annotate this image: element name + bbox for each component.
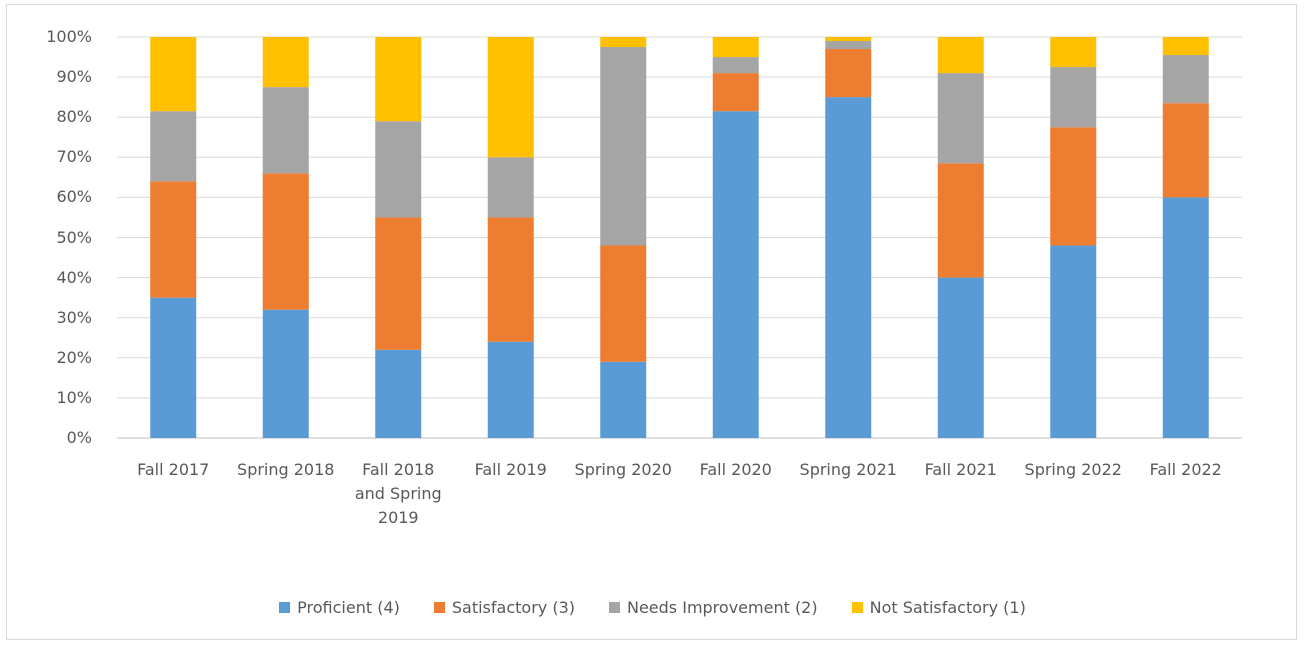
bar-segment [825, 49, 872, 98]
bar-segment [600, 37, 647, 48]
bar-segment [150, 111, 197, 182]
y-tick-label: 40% [56, 267, 92, 287]
bar-segment [937, 73, 984, 164]
bar-segment [600, 47, 647, 246]
x-tick-label: Fall 2018 and Spring 2019 [354, 460, 442, 527]
bar-segment [712, 73, 759, 112]
bar-segment [375, 217, 422, 350]
legend-label: Needs Improvement (2) [626, 598, 818, 617]
bar-segment [1162, 103, 1209, 198]
bar-segment [1162, 197, 1209, 438]
bar-segment [600, 245, 647, 362]
legend: Proficient (4) Satisfactory (3) Needs Impr… [0, 598, 1305, 617]
legend-label: Proficient (4) [297, 598, 400, 617]
y-tick-label: 30% [56, 307, 92, 327]
x-tick-label: Spring 2018 [237, 460, 335, 479]
bar-segment [375, 121, 422, 218]
legend-item: Needs Improvement (2) [608, 598, 818, 617]
bar-segment [487, 37, 534, 158]
y-tick-label: 50% [56, 227, 92, 247]
bar-segment [825, 41, 872, 50]
bar-segment [712, 37, 759, 58]
chart-frame [6, 4, 1297, 640]
y-tick-label: 0% [66, 428, 92, 447]
bar-segment [150, 37, 197, 112]
legend-swatch [851, 602, 863, 613]
bar-segment [937, 37, 984, 74]
legend-swatch [433, 602, 445, 613]
y-tick-label: 20% [56, 347, 92, 367]
bar-segment [150, 181, 197, 298]
bar-segment [712, 111, 759, 438]
bar-segment [150, 297, 197, 438]
bar-segment [262, 173, 309, 310]
bar-segment [487, 341, 534, 438]
bar-segment [487, 217, 534, 342]
x-tick-label: Fall 2020 [699, 460, 772, 479]
bar-segment [487, 157, 534, 218]
x-tick-label: Spring 2022 [1024, 460, 1122, 479]
y-tick-label: 60% [56, 187, 92, 207]
y-tick-label: 80% [56, 107, 92, 127]
bar-segment [1162, 37, 1209, 56]
x-tick-label: Fall 2022 [1149, 460, 1222, 479]
bar-segment [375, 349, 422, 438]
bar-segment [712, 57, 759, 74]
bar-segment [825, 37, 872, 42]
bar-segment [375, 37, 422, 122]
y-tick-label: 70% [56, 147, 92, 167]
bar-segment [1050, 245, 1097, 438]
bar-segment [600, 361, 647, 438]
x-tick-label: Fall 2017 [137, 460, 210, 479]
y-tick-label: 100% [46, 27, 92, 46]
bar-segment [1050, 67, 1097, 128]
bar-segment [937, 277, 984, 438]
legend-item: Satisfactory (3) [433, 598, 575, 617]
legend-label: Satisfactory (3) [451, 598, 575, 617]
bar-segment [262, 37, 309, 88]
legend-swatch [608, 602, 620, 613]
legend-item: Proficient (4) [279, 598, 400, 617]
y-tick-label: 10% [56, 387, 92, 407]
bar-segment [1162, 55, 1209, 104]
bar-segment [1050, 127, 1097, 246]
x-tick-label: Fall 2021 [924, 460, 997, 479]
bar-segment [262, 309, 309, 438]
bar-segment [825, 97, 872, 439]
legend-label: Not Satisfactory (1) [869, 598, 1026, 617]
legend-swatch [279, 602, 291, 613]
legend-item: Not Satisfactory (1) [851, 598, 1026, 617]
bar-segment [262, 87, 309, 174]
bar-segment [1050, 37, 1097, 68]
bar-segment [937, 163, 984, 278]
x-tick-label: Fall 2019 [474, 460, 547, 479]
x-tick-label: Spring 2021 [799, 460, 897, 479]
y-tick-label: 90% [56, 67, 92, 87]
x-tick-label: Spring 2020 [574, 460, 672, 479]
